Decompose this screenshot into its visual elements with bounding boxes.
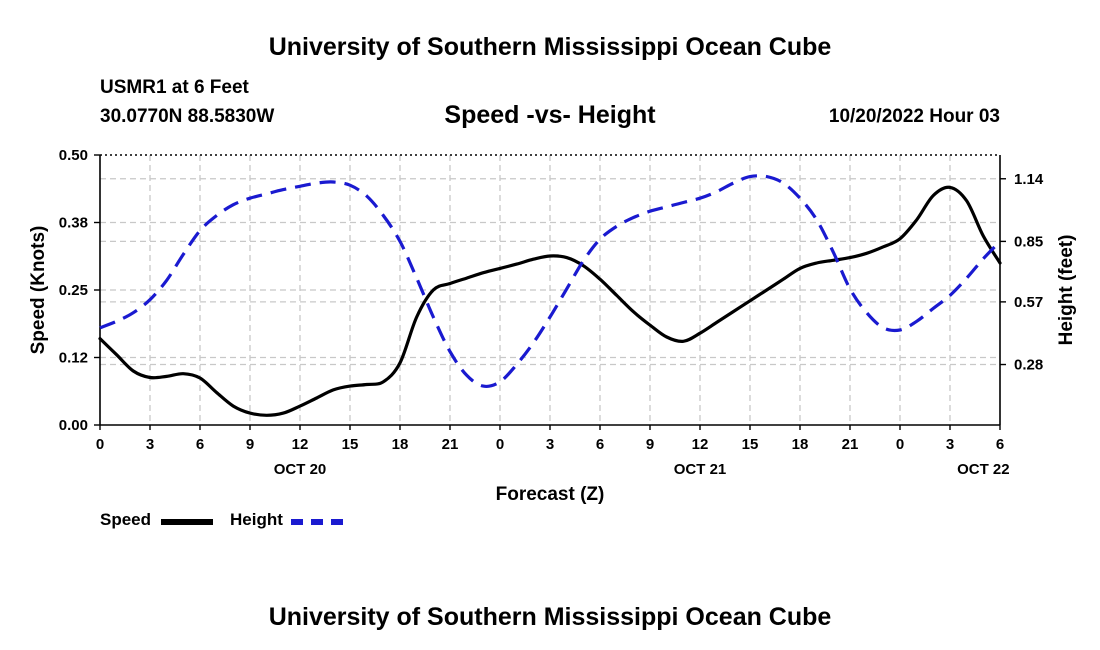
x-tick-label: 12 [292,436,309,453]
axes [94,154,1006,430]
x-tick-label: 12 [692,436,709,453]
x-tick-label: 6 [596,436,604,453]
x-date-label: OCT 21 [674,461,727,478]
x-tick-label: 3 [546,436,554,453]
page-title: University of Southern Mississippi Ocean… [268,33,832,61]
x-tick-label: 6 [196,436,204,453]
x-tick-label: 0 [96,436,104,453]
y-right-tick-label: 0.85 [1014,233,1043,250]
x-tick-label: 15 [742,436,759,453]
x-date-label: OCT 22 [957,461,1010,478]
coordinates-label: 30.0770N 88.5830W [100,106,275,127]
x-tick-label: 0 [496,436,504,453]
series-speed-line [98,185,1002,417]
legend-speed-swatch [161,519,213,525]
x-tick-label: 21 [442,436,459,453]
y-left-axis-title: Speed (Knots) [28,226,49,355]
x-tick-label: 15 [342,436,359,453]
station-label: USMR1 at 6 Feet [100,77,249,98]
y-right-tick-label: 0.57 [1014,294,1043,311]
y-right-tick-label: 1.14 [1014,171,1044,188]
chart-title: Speed -vs- Height [444,101,656,129]
x-tick-label: 21 [842,436,859,453]
x-tick-label: 18 [392,436,409,453]
y-left-tick-label: 0.00 [59,417,88,434]
x-tick-label: 0 [896,436,904,453]
legend-height-swatch [291,519,343,525]
grid [100,155,1000,425]
legend-height-label: Height [230,510,283,529]
x-tick-label: 18 [792,436,809,453]
y-left-tick-label: 0.38 [59,215,88,232]
series-layer [98,174,1002,417]
y-left-tick-label: 0.25 [59,282,88,299]
y-right-axis-title: Height (feet) [1056,235,1077,346]
datetime-label: 10/20/2022 Hour 03 [828,106,1000,127]
x-tick-label: 9 [246,436,254,453]
x-date-label: OCT 20 [274,461,327,478]
footer-title: University of Southern Mississippi Ocean… [268,603,832,631]
legend-speed-label: Speed [100,510,152,529]
x-tick-label: 3 [146,436,154,453]
x-tick-label: 9 [646,436,654,453]
y-left-tick-label: 0.50 [59,147,88,164]
x-axis-title: Forecast (Z) [496,484,605,505]
series-height-line [99,174,1002,388]
labels-layer: 0 3 6 9 12 15 18 21 0 3 6 9 12 15 18 21 0 3 6 OCT 20 OCT 21 O… [28,147,1077,505]
y-right-tick-label: 0.28 [1014,357,1043,374]
y-left-tick-label: 0.12 [59,350,88,367]
x-tick-label: 6 [996,436,1004,453]
x-tick-label: 3 [946,436,954,453]
